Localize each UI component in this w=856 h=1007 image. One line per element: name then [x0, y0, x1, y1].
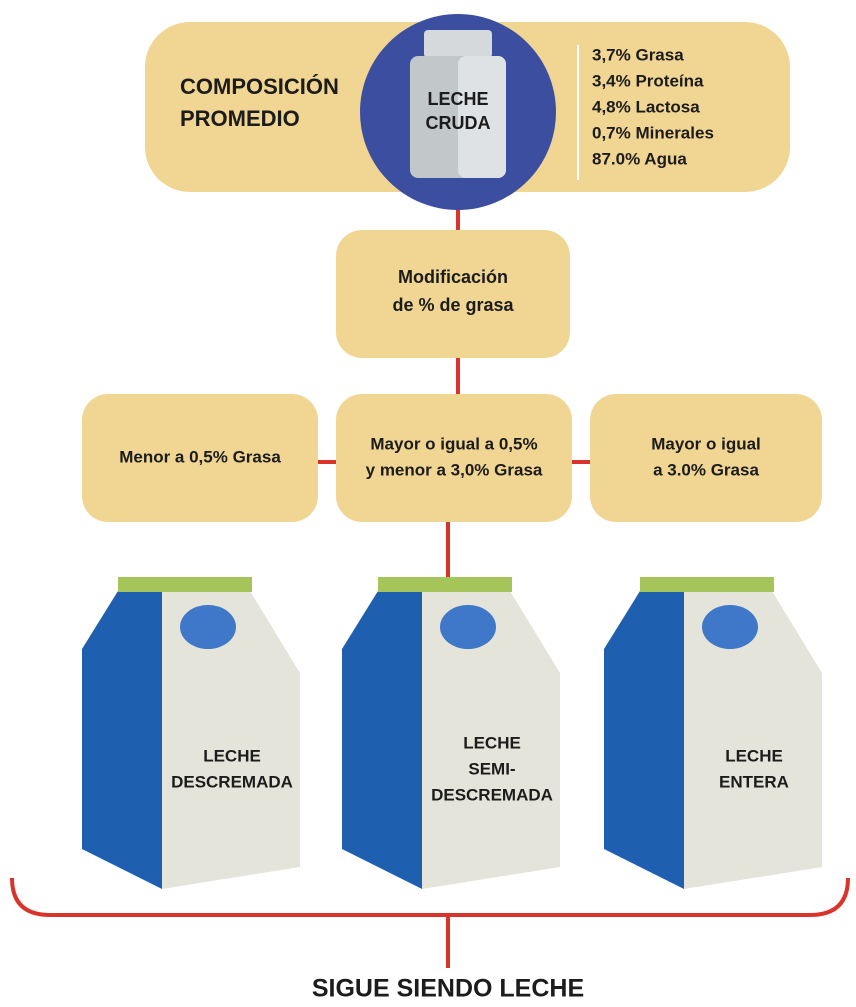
product-label: SEMI- — [468, 759, 515, 778]
composition-title: COMPOSICIÓN — [180, 74, 339, 99]
criteria-box — [336, 394, 572, 522]
criteria-label: Menor a 0,5% Grasa — [119, 447, 281, 466]
criteria-label: Mayor o igual — [651, 434, 761, 453]
process-label: de % de grasa — [392, 295, 514, 315]
composition-item: 4,8% Lactosa — [592, 97, 700, 116]
composition-item: 0,7% Minerales — [592, 123, 714, 142]
product-label: LECHE — [463, 733, 521, 752]
composition-item: 3,7% Grasa — [592, 45, 684, 64]
composition-item: 87.0% Agua — [592, 149, 687, 168]
carton — [82, 577, 300, 889]
product-label: DESCREMADA — [431, 785, 553, 804]
criteria-label: y menor a 3,0% Grasa — [366, 460, 543, 479]
criteria-label: Mayor o igual a 0,5% — [370, 434, 537, 453]
composition-item: 3,4% Proteína — [592, 71, 704, 90]
raw-milk-label: CRUDA — [426, 113, 491, 133]
criteria-label: a 3.0% Grasa — [653, 460, 759, 479]
diagram: COMPOSICIÓN PROMEDIO LECHE CRUDA 3,7% Grasa 3… — [0, 0, 856, 1007]
product-label: LECHE — [203, 746, 261, 765]
composition-title: PROMEDIO — [180, 106, 300, 131]
product-label: LECHE — [725, 746, 783, 765]
criteria-box — [590, 394, 822, 522]
footer-label: SIGUE SIENDO LECHE — [312, 975, 584, 1003]
carton — [604, 577, 822, 889]
product-label: ENTERA — [719, 772, 789, 791]
raw-milk-label: LECHE — [427, 89, 488, 109]
process-label: Modificación — [398, 267, 508, 287]
carton — [342, 577, 560, 889]
product-label: DESCREMADA — [171, 772, 293, 791]
